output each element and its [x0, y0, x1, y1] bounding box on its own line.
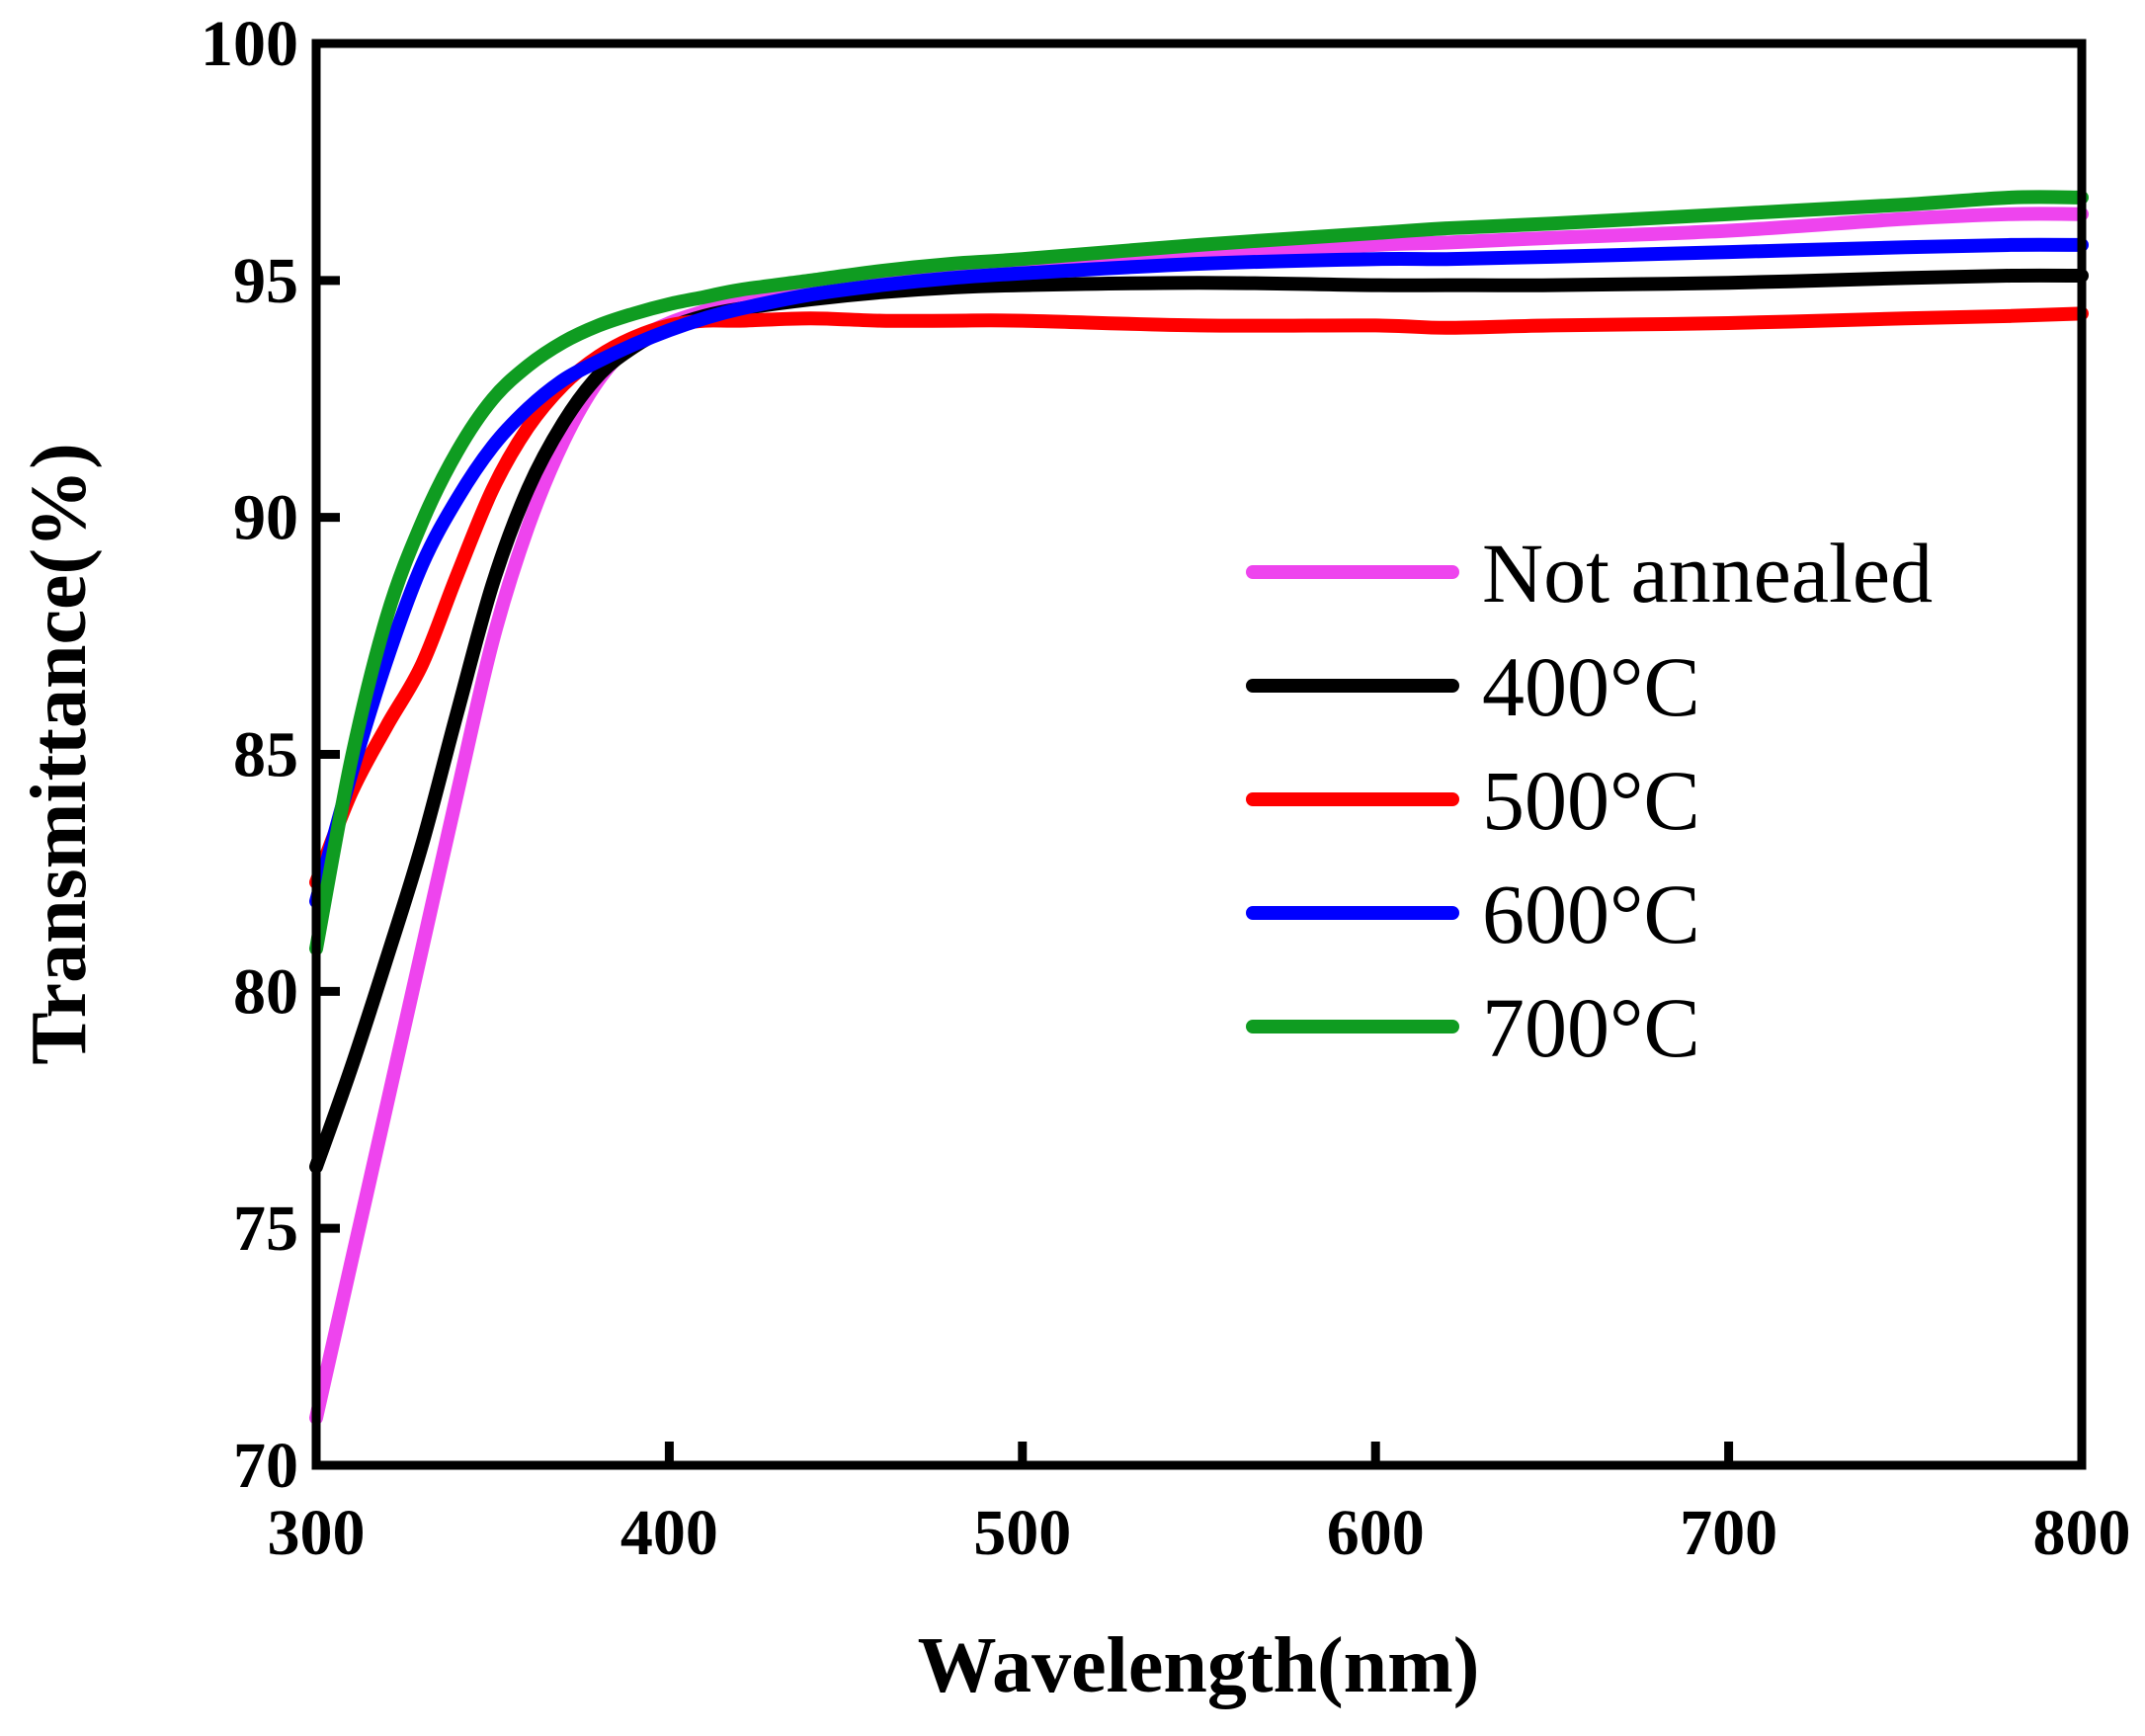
legend-label-4: 700°C [1482, 980, 1700, 1075]
series-line-2 [309, 306, 2089, 889]
y-tick-label: 70 [233, 1430, 298, 1502]
legend-label-3: 600°C [1482, 867, 1700, 961]
series-line-4 [309, 190, 2089, 956]
legend-label-1: 400°C [1482, 639, 1700, 734]
y-tick-label: 100 [201, 8, 298, 80]
x-tick-label: 800 [2033, 1497, 2131, 1569]
y-tick-label: 80 [233, 955, 298, 1028]
x-tick-label: 700 [1680, 1497, 1777, 1569]
series-layer [309, 190, 2089, 1425]
y-tick-label: 95 [233, 245, 298, 317]
series-line-3 [309, 237, 2089, 909]
x-tick-label: 500 [973, 1497, 1071, 1569]
series-line-0 [309, 207, 2089, 1425]
y-axis-title: Transmittance(%) [16, 443, 103, 1065]
x-tick-label: 300 [268, 1497, 366, 1569]
x-tick-label: 600 [1327, 1497, 1425, 1569]
legend: Not annealed 400°C 500°C 600°C 700°C [1246, 526, 1933, 1075]
x-axis-title: Wavelength(nm) [918, 1622, 1480, 1709]
legend-label-2: 500°C [1482, 753, 1700, 848]
legend-label-0: Not annealed [1482, 526, 1933, 620]
y-tick-label: 90 [233, 482, 298, 554]
x-tick-label: 400 [620, 1497, 718, 1569]
y-tick-label: 85 [233, 719, 298, 791]
y-tick-label: 75 [233, 1193, 298, 1265]
ticks-layer: 300 400 500 600 700 800 70 75 80 85 90 95 100 [201, 8, 2131, 1569]
